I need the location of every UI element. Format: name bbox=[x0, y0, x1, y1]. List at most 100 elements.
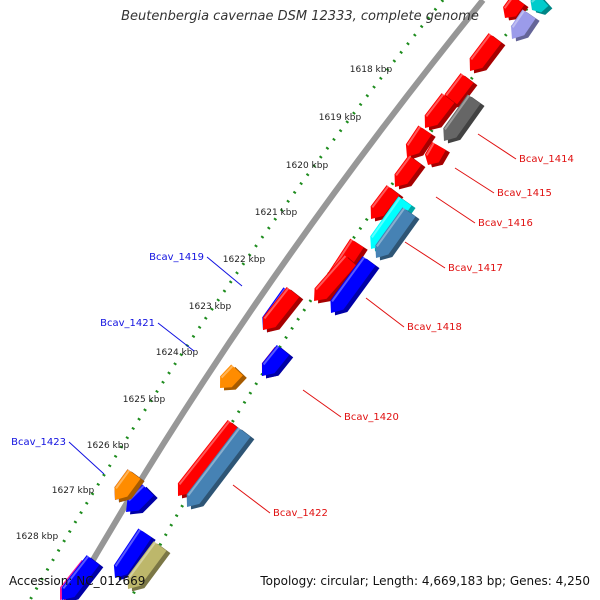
gene-arrow[interactable] bbox=[375, 207, 416, 258]
gene-feature[interactable] bbox=[424, 93, 459, 131]
gene-feature[interactable] bbox=[405, 125, 436, 160]
gene-label[interactable]: Bcav_1420 bbox=[344, 412, 399, 423]
gene-feature[interactable] bbox=[127, 541, 171, 592]
gene-arrow[interactable] bbox=[61, 555, 100, 600]
gene-arrow-highlight bbox=[470, 33, 492, 61]
gene-arrow-highlight bbox=[444, 94, 470, 130]
labels-layer: Bcav_1414 Bcav_1415 Bcav_1416 Bcav_1417 Bcav… bbox=[11, 133, 574, 519]
gene-arrow-highlight bbox=[395, 155, 411, 176]
gene-feature[interactable] bbox=[113, 528, 156, 581]
ruler-tick-label: 1618 kbp bbox=[350, 65, 393, 75]
gene-arrow-highlight bbox=[503, 0, 512, 9]
ruler-tick-label: 1625 kbp bbox=[123, 395, 166, 405]
gene-feature-bcav_1422[interactable] bbox=[186, 427, 255, 510]
gene-label[interactable]: Bcav_1423 bbox=[11, 437, 66, 448]
accession-text: Accession: NC_012669 bbox=[9, 574, 146, 588]
gene-label[interactable]: Bcav_1416 bbox=[478, 218, 533, 229]
ruler-tick-label: 1628 kbp bbox=[16, 532, 59, 542]
gene-arrow-highlight bbox=[263, 287, 290, 320]
gene-label[interactable]: Bcav_1417 bbox=[448, 263, 503, 274]
gene-arrow-highlight bbox=[128, 541, 156, 578]
gene-feature[interactable] bbox=[375, 207, 420, 261]
gene-arrow[interactable] bbox=[177, 420, 241, 496]
backbone-track bbox=[67, 0, 486, 600]
gene-leader-line bbox=[435, 196, 476, 224]
gene-arrow[interactable] bbox=[114, 469, 141, 500]
gene-feature[interactable] bbox=[503, 0, 529, 21]
gene-arrow-highlight bbox=[187, 427, 241, 497]
gene-feature-bcav_1421[interactable] bbox=[262, 344, 294, 379]
gene-label[interactable]: Bcav_1422 bbox=[273, 508, 328, 519]
gene-leader-line bbox=[477, 133, 517, 160]
gene-feature[interactable] bbox=[370, 185, 404, 222]
gene-leader-line bbox=[365, 297, 405, 328]
gene-arrow[interactable] bbox=[262, 287, 300, 330]
gene-arrow[interactable] bbox=[444, 73, 474, 107]
gene-feature[interactable] bbox=[469, 33, 506, 74]
gene-arrow[interactable] bbox=[220, 364, 243, 388]
gene-arrow[interactable] bbox=[314, 254, 357, 301]
gene-arrow[interactable] bbox=[511, 9, 536, 39]
gene-arrow-highlight bbox=[220, 365, 234, 379]
gene-arrow-highlight bbox=[315, 255, 347, 291]
ruler-tick-label: 1619 kbp bbox=[319, 113, 362, 123]
gene-feature-bcav_1419[interactable] bbox=[61, 555, 104, 600]
gene-feature[interactable] bbox=[314, 254, 361, 304]
gene-arrow-highlight bbox=[62, 555, 90, 590]
map-title: Beutenbergia cavernae DSM 12333, complet… bbox=[121, 9, 479, 24]
gene-arrow[interactable] bbox=[113, 528, 152, 578]
gene-leader-line bbox=[206, 256, 243, 287]
gene-arrow[interactable] bbox=[394, 155, 422, 187]
gene-arrow[interactable] bbox=[443, 94, 481, 141]
gene-arrow[interactable] bbox=[424, 93, 455, 128]
gene-arrow-highlight bbox=[262, 345, 280, 366]
gene-feature-bcav_1423[interactable] bbox=[114, 469, 145, 503]
gene-arrow[interactable] bbox=[469, 33, 502, 71]
gene-arrow-highlight bbox=[331, 256, 365, 302]
gene-feature-bcav_1414[interactable] bbox=[530, 0, 553, 15]
gene-arrow[interactable] bbox=[127, 541, 167, 589]
gene-arrow[interactable] bbox=[330, 256, 376, 313]
gene-arrow-highlight bbox=[376, 207, 405, 247]
gene-arrow-highlight bbox=[445, 73, 464, 97]
backbone-layer bbox=[67, 0, 486, 600]
gene-leader-line bbox=[302, 389, 342, 418]
gene-label[interactable]: Bcav_1421 bbox=[100, 318, 155, 329]
gene-feature[interactable] bbox=[394, 155, 426, 190]
gene-arrow[interactable] bbox=[530, 0, 549, 13]
topology-text: Topology: circular; Length: 4,669,183 bp… bbox=[260, 574, 590, 588]
gene-arrow[interactable] bbox=[370, 185, 400, 219]
gene-leader-line bbox=[404, 241, 446, 269]
gene-leader-line bbox=[454, 167, 495, 194]
gene-arrow[interactable] bbox=[186, 427, 251, 507]
gene-label[interactable]: Bcav_1414 bbox=[519, 154, 574, 165]
gene-arrow[interactable] bbox=[126, 484, 154, 512]
gene-arrow-highlight bbox=[114, 529, 141, 567]
gene-label[interactable]: Bcav_1415 bbox=[497, 188, 552, 199]
ruler-tick-label: 1626 kbp bbox=[87, 441, 130, 451]
gene-label[interactable]: Bcav_1418 bbox=[407, 322, 462, 333]
gene-feature[interactable] bbox=[444, 73, 478, 110]
gene-feature[interactable] bbox=[511, 9, 540, 42]
ruler-tick-label: 1622 kbp bbox=[223, 255, 266, 265]
gene-label[interactable]: Bcav_1419 bbox=[149, 252, 204, 263]
gene-feature-bcav_1416[interactable] bbox=[424, 141, 450, 168]
gene-arrow-highlight bbox=[115, 469, 130, 489]
ruler-tick-label: 1624 kbp bbox=[156, 348, 199, 358]
gene-feature-bcav_1415[interactable] bbox=[443, 94, 485, 144]
gene-arrow-highlight bbox=[425, 93, 445, 118]
gene-feature[interactable] bbox=[220, 364, 247, 391]
ruler-tick-label: 1623 kbp bbox=[189, 302, 232, 312]
features-layer bbox=[60, 0, 553, 600]
inner-ruler-dots bbox=[128, 0, 536, 600]
gene-arrow[interactable] bbox=[405, 125, 432, 157]
gene-arrow-highlight bbox=[531, 0, 536, 3]
gene-leader-line bbox=[232, 484, 271, 514]
gene-arrow[interactable] bbox=[262, 344, 290, 376]
gene-feature-bcav_1420[interactable] bbox=[262, 287, 304, 333]
gene-feature-bcav_1418[interactable] bbox=[330, 256, 380, 316]
gene-arrow-highlight bbox=[425, 142, 435, 156]
gene-arrow-highlight bbox=[178, 420, 231, 486]
